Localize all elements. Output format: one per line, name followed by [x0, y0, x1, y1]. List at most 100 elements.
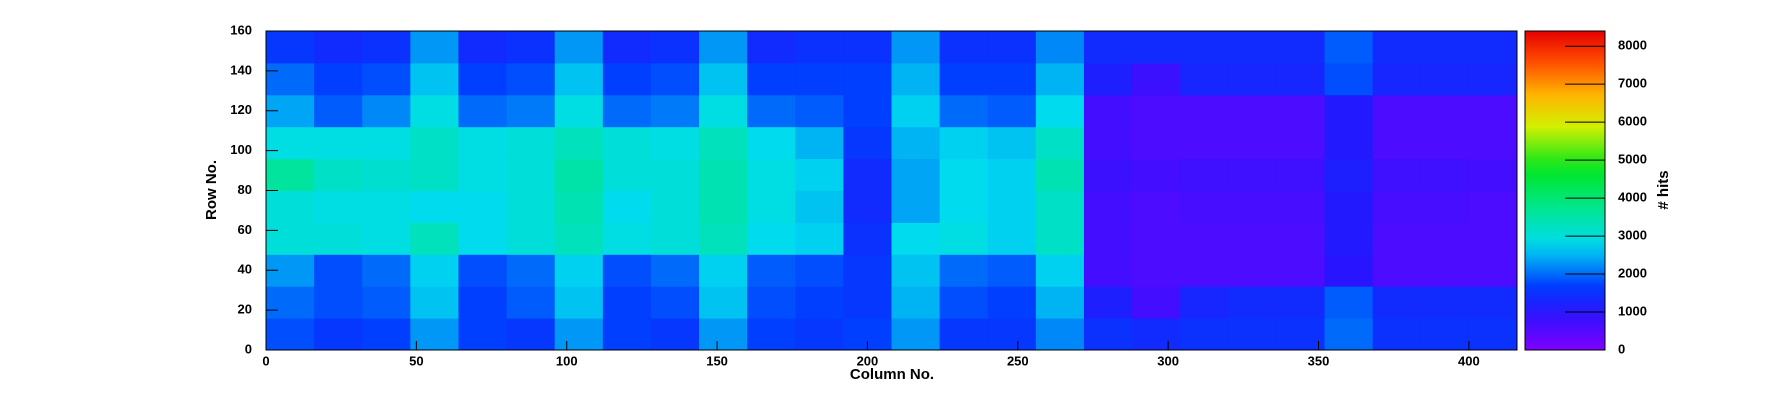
y-tick-label: 100	[230, 142, 252, 157]
heatmap-cell	[795, 126, 844, 160]
colorbar-tick-label: 0	[1618, 341, 1625, 356]
heatmap-cell	[554, 222, 604, 255]
heatmap-cell	[410, 94, 459, 128]
heatmap-cell	[1035, 254, 1085, 287]
heatmap-cell	[939, 31, 989, 64]
heatmap-cell	[362, 126, 411, 160]
heatmap-cell	[650, 158, 700, 191]
heatmap-cell	[699, 254, 748, 287]
heatmap-cell	[362, 222, 411, 255]
heatmap-cell	[843, 31, 892, 64]
heatmap-cell	[1324, 254, 1374, 287]
heatmap-cell	[266, 190, 315, 223]
heatmap-cell	[1372, 126, 1422, 160]
heatmap-cell	[1468, 222, 1518, 255]
heatmap-cell	[1035, 94, 1085, 128]
heatmap-cell	[987, 318, 1037, 351]
colorbar-title: # hits	[1655, 170, 1672, 209]
heatmap-cell	[314, 31, 363, 64]
heatmap-cell	[1035, 158, 1085, 191]
heatmap-cell	[1035, 318, 1085, 351]
heatmap-cell	[410, 286, 459, 319]
colorbar-tick-label: 1000	[1618, 303, 1647, 318]
heatmap-cell	[314, 254, 363, 287]
heatmap-cell	[1420, 94, 1470, 128]
y-tick-label: 40	[238, 262, 252, 277]
heatmap-cell	[747, 222, 796, 255]
heatmap-cell	[554, 158, 604, 191]
heatmap-cell	[795, 62, 844, 96]
heatmap-cell	[699, 222, 748, 255]
heatmap-cell	[602, 318, 652, 351]
heatmap-cell	[939, 254, 989, 287]
heatmap-cell	[1276, 126, 1326, 160]
heatmap-cell	[1276, 31, 1326, 64]
heatmap-cell	[1083, 126, 1133, 160]
heatmap-cell	[1420, 286, 1470, 319]
heatmap-cell	[1132, 190, 1181, 223]
heatmap-cell	[1083, 31, 1133, 64]
heatmap-cell	[602, 126, 652, 160]
heatmap-cell	[747, 318, 796, 351]
heatmap-cell	[1324, 318, 1374, 351]
heatmap-cell	[1035, 286, 1085, 319]
heatmap-cell	[1324, 158, 1374, 191]
heatmap-cell	[1372, 158, 1422, 191]
x-tick-label: 50	[409, 353, 423, 368]
heatmap-cell	[1228, 62, 1277, 96]
heatmap-cell	[314, 126, 363, 160]
heatmap-cell	[891, 286, 941, 319]
heatmap-cell	[699, 318, 748, 351]
y-tick-label: 0	[245, 341, 252, 356]
heatmap-cell	[1180, 94, 1229, 128]
heatmap-cell	[362, 62, 411, 96]
heatmap-cell	[1468, 158, 1518, 191]
colorbar	[1524, 30, 1606, 351]
heatmap-cell	[1420, 318, 1470, 351]
heatmap-cell	[458, 62, 508, 96]
heatmap-cell	[1083, 190, 1133, 223]
heatmap-cell	[458, 190, 508, 223]
colorbar-tick-label: 4000	[1618, 190, 1647, 205]
heatmap-cell	[1324, 126, 1374, 160]
heatmap-cell	[1180, 318, 1229, 351]
heatmap-cell	[747, 254, 796, 287]
y-axis-title: Row No.	[203, 160, 220, 220]
heatmap-cell	[1276, 286, 1326, 319]
colorbar-tick-label: 2000	[1618, 265, 1647, 280]
heatmap-cell	[506, 158, 556, 191]
heatmap-cell	[987, 62, 1037, 96]
heatmap-cell	[795, 94, 844, 128]
heatmap-cell	[554, 318, 604, 351]
heatmap-cell	[1420, 190, 1470, 223]
heatmap-cell	[362, 254, 411, 287]
heatmap-cell	[843, 94, 892, 128]
heatmap-cell	[1324, 190, 1374, 223]
heatmap-cell	[1228, 158, 1277, 191]
heatmap-cell	[1132, 31, 1181, 64]
heatmap-cell	[362, 318, 411, 351]
heatmap-cell	[699, 286, 748, 319]
y-tick-label: 60	[238, 222, 252, 237]
heatmap-cell	[843, 62, 892, 96]
heatmap-cell	[410, 318, 459, 351]
heatmap-cell	[699, 62, 748, 96]
heatmap-cell	[699, 94, 748, 128]
heatmap-cell	[891, 126, 941, 160]
heatmap-cell	[747, 31, 796, 64]
heatmap-cell	[1276, 254, 1326, 287]
heatmap-cell	[891, 158, 941, 191]
colorbar-tick-label: 8000	[1618, 38, 1647, 53]
heatmap-cell	[891, 318, 941, 351]
heatmap-cell	[362, 31, 411, 64]
heatmap-cell	[747, 62, 796, 96]
heatmap-cell	[1083, 222, 1133, 255]
heatmap-cell	[939, 318, 989, 351]
heatmap-cell	[314, 94, 363, 128]
heatmap-cell	[699, 158, 748, 191]
heatmap-cell	[939, 222, 989, 255]
heatmap-cell	[650, 62, 700, 96]
heatmap-cell	[843, 254, 892, 287]
heatmap-cell	[1420, 158, 1470, 191]
heatmap-cell	[795, 31, 844, 64]
